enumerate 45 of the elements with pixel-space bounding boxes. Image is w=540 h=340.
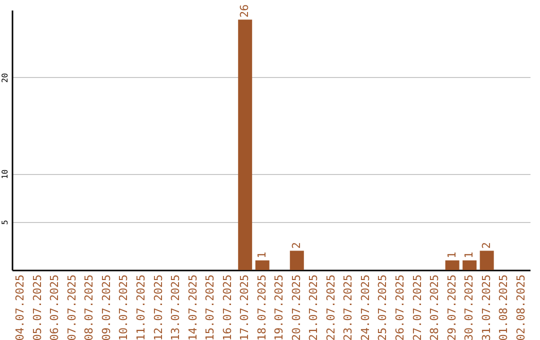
- x-tick-label: 14.07.2025: [186, 274, 200, 340]
- bar: [255, 260, 270, 270]
- x-tick-label: 26.07.2025: [394, 274, 406, 340]
- x-tick-label: 25.07.2025: [376, 274, 390, 340]
- x-tick-label: 23.07.2025: [342, 274, 355, 340]
- x-tick-label: 27.07.2025: [410, 274, 424, 340]
- x-tick-label: 28.07.2025: [428, 274, 442, 340]
- x-tick-label: 01.08.2025: [497, 274, 510, 340]
- x-tick-label: 10.07.2025: [117, 274, 130, 340]
- x-tick-label: 19.07.2025: [272, 274, 286, 340]
- bar: [290, 250, 304, 270]
- bar: [238, 20, 252, 270]
- y-tick-label: 5: [0, 220, 10, 225]
- x-tick-label: 21.07.2025: [307, 274, 320, 340]
- x-tick-label: 12.07.2025: [152, 274, 165, 340]
- x-tick-label: 31.07.2025: [480, 274, 493, 340]
- x-tick-label: 22.07.2025: [324, 274, 338, 340]
- x-tick-label: 15.07.2025: [204, 274, 217, 340]
- x-tick-label: 09.07.2025: [100, 274, 113, 340]
- x-tick-label: 04.07.2025: [14, 274, 27, 340]
- x-tick-label: 16.07.2025: [220, 274, 234, 340]
- x-tick-label: 02.08.2025: [514, 274, 528, 340]
- bar: [480, 250, 494, 270]
- data-label: 2: [290, 242, 303, 249]
- y-tick-label: 10: [0, 169, 10, 180]
- bar: [445, 260, 460, 270]
- x-tick-label: 11.07.2025: [134, 274, 148, 340]
- x-tick-label: 07.07.2025: [65, 274, 78, 340]
- data-label: 26: [238, 4, 252, 18]
- x-tick-label: 13.07.2025: [169, 274, 182, 340]
- x-tick-label: 20.07.2025: [290, 274, 303, 340]
- x-tick-label: 24.07.2025: [358, 274, 372, 340]
- x-tick-label: 08.07.2025: [82, 274, 96, 340]
- x-tick-label: 05.07.2025: [30, 274, 44, 340]
- x-tick-label: 18.07.2025: [255, 274, 268, 340]
- data-label: 1: [445, 252, 458, 258]
- data-label: 2: [480, 242, 493, 249]
- y-tick-label: 20: [0, 72, 10, 83]
- x-tick-label: 17.07.2025: [238, 274, 252, 340]
- x-tick-label: 30.07.2025: [462, 274, 476, 340]
- data-label: 1: [255, 252, 268, 258]
- bar: [462, 260, 477, 270]
- data-label: 1: [462, 252, 476, 258]
- x-tick-label: 29.07.2025: [445, 274, 458, 340]
- x-tick-label: 06.07.2025: [48, 274, 62, 340]
